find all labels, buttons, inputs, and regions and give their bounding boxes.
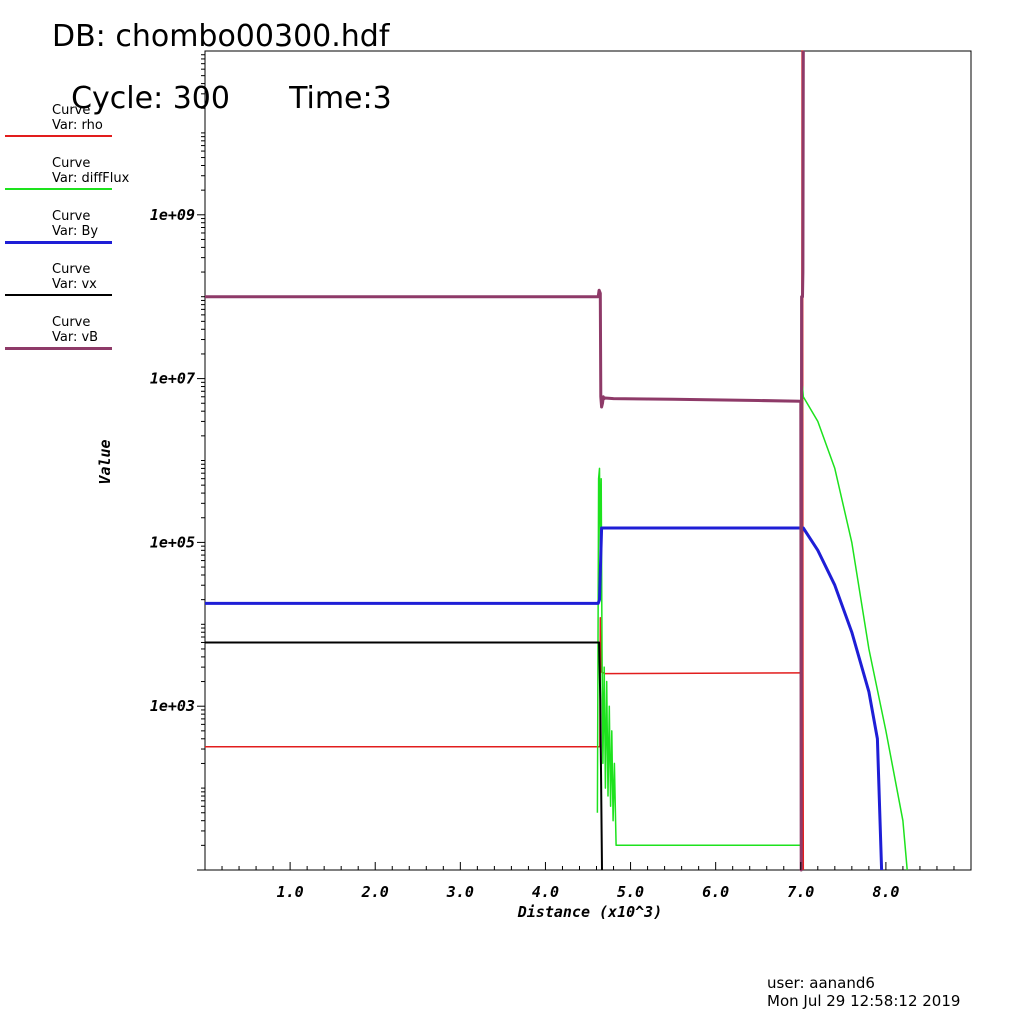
legend-curve-label: Curve [52,262,91,277]
legend-item-by: Curve Var: By [5,210,115,260]
legend-curve-label: Curve [52,315,91,330]
x-tick-label: 4.0 [532,883,559,901]
legend-item-diffflux: Curve Var: diffFlux [5,156,129,207]
footer-user: user: aanand6 [767,974,875,992]
x-tick-label: 3.0 [446,883,474,901]
legend-swatch-vb [5,347,112,350]
legend-curve-label: Curve [52,103,91,118]
legend-var-label: Var: diffFlux [52,171,130,186]
legend-var-label: Var: vx [52,277,97,292]
series-layer [205,50,908,872]
legend-item-vb: Curve Var: vB [5,316,115,366]
legend-var-label: Var: rho [52,118,103,133]
series-line-diffflux [596,385,908,871]
time-label: Time:3 [289,81,392,116]
series-line-vb [205,50,805,872]
x-axis-title: Distance (x10^3) [517,903,663,921]
y-tick-label: 1e+07 [150,370,195,388]
y-axis-title: Value [96,439,114,484]
footer-date: Mon Jul 29 12:58:12 2019 [767,992,961,1010]
series-line-rho [205,50,805,871]
x-axis-ticks: 1.0 2.0 3.0 4.0 5.0 6.0 7.0 8.0 [221,862,955,901]
y-tick-label: 1e+03 [150,697,195,715]
x-tick-label: 6.0 [702,883,729,901]
x-tick-label: 2.0 [361,883,389,901]
series-line-by [205,526,884,871]
legend-swatch-vx [5,294,112,296]
legend-swatch-diffflux [5,188,112,190]
legend-curve-label: Curve [52,209,91,224]
x-tick-label: 7.0 [787,883,814,901]
legend-item-vx: Curve Var: vx [5,263,115,313]
x-tick-label: 8.0 [872,883,899,901]
legend-swatch-by [5,241,112,244]
series-line-vx [205,641,603,871]
x-tick-label: 1.0 [277,883,304,901]
y-axis-ticks: 1e+03 1e+05 1e+07 1e+09 [150,54,205,871]
database-title: DB: chombo00300.hdf [52,19,390,54]
legend-item-rho: Curve Var: rho [5,104,115,154]
y-tick-label: 1e+05 [150,533,195,551]
legend-var-label: Var: By [52,224,99,239]
y-tick-label: 1e+09 [150,206,195,224]
cycle-label: Cycle: 300 [71,81,230,116]
legend-var-label: Var: vB [52,330,99,345]
legend-curve-label: Curve [52,156,91,171]
cycle-time-line: Cycle: 300 Time:3 [52,54,392,114]
legend-swatch-rho [5,135,112,137]
x-tick-label: 5.0 [617,883,644,901]
